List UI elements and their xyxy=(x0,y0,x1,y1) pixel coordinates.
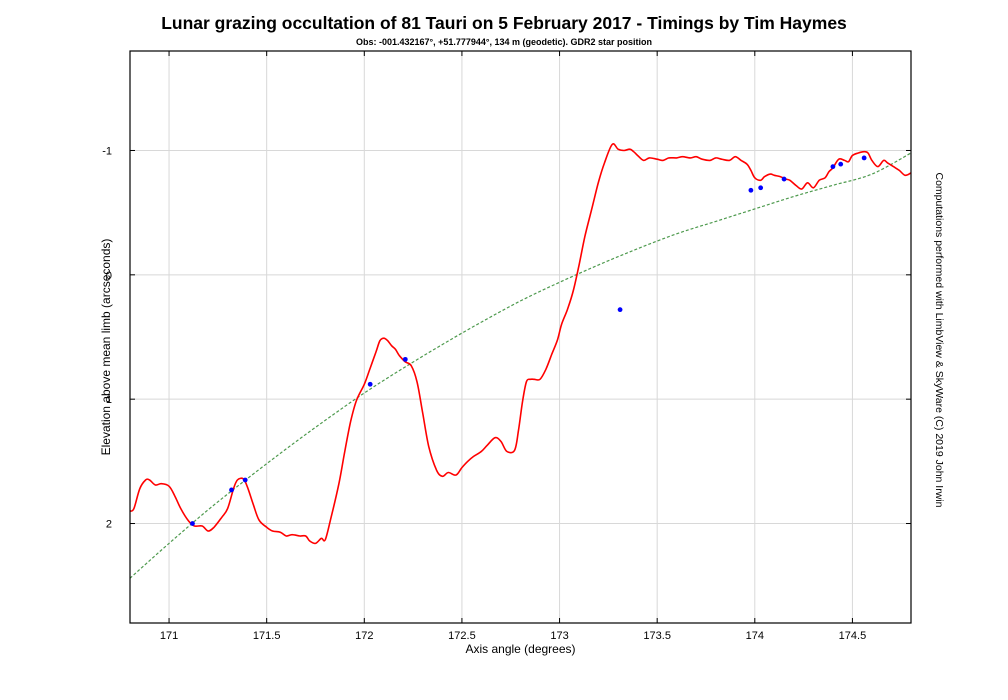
x-tick-label: 171.5 xyxy=(253,630,281,642)
event-point xyxy=(229,487,234,493)
event-point xyxy=(748,187,754,193)
event-point xyxy=(190,521,195,526)
event-point xyxy=(367,381,373,387)
plot-frame xyxy=(129,50,912,624)
limb-profile-series xyxy=(129,143,912,545)
event-point xyxy=(617,307,623,313)
event-point xyxy=(861,155,867,161)
x-tick-label: 172 xyxy=(355,630,373,642)
x-tick-label: 173.5 xyxy=(643,630,671,642)
x-tick-label: 171 xyxy=(160,630,178,642)
event-point xyxy=(830,164,836,170)
y-tick-label: 0 xyxy=(106,270,112,282)
credit-note: Computations performed with LimbView & S… xyxy=(933,173,945,508)
event-markers xyxy=(190,155,867,526)
y-tick-label: -1 xyxy=(102,145,112,157)
x-axis-label: Axis angle (degrees) xyxy=(465,642,575,656)
event-point xyxy=(242,477,248,483)
x-tick-label: 172.5 xyxy=(448,630,476,642)
limb-profile-line xyxy=(129,143,912,545)
event-point xyxy=(758,185,764,191)
star-path-line xyxy=(129,152,912,579)
chart-title: Lunar grazing occultation of 81 Tauri on… xyxy=(161,13,847,33)
x-tick-label: 174 xyxy=(746,630,764,642)
y-axis-label: Elevation above mean limb (arcseconds) xyxy=(99,239,113,456)
event-point xyxy=(781,176,787,182)
y-axis-ticks: -1 0 1 2 xyxy=(102,145,911,531)
event-point xyxy=(402,356,408,362)
chart-subtitle: Obs: -001.432167°, +51.777944°, 134 m (g… xyxy=(355,37,653,47)
grid xyxy=(130,51,911,623)
y-tick-label: 1 xyxy=(106,394,112,406)
x-tick-label: 174.5 xyxy=(839,630,867,642)
event-point xyxy=(838,161,844,167)
x-axis-ticks: 171 171.5 172 172.5 173 173.5 174 174.5 xyxy=(160,51,866,642)
y-tick-label: 2 xyxy=(106,519,112,531)
star-path-series xyxy=(129,152,912,579)
x-tick-label: 173 xyxy=(550,630,568,642)
